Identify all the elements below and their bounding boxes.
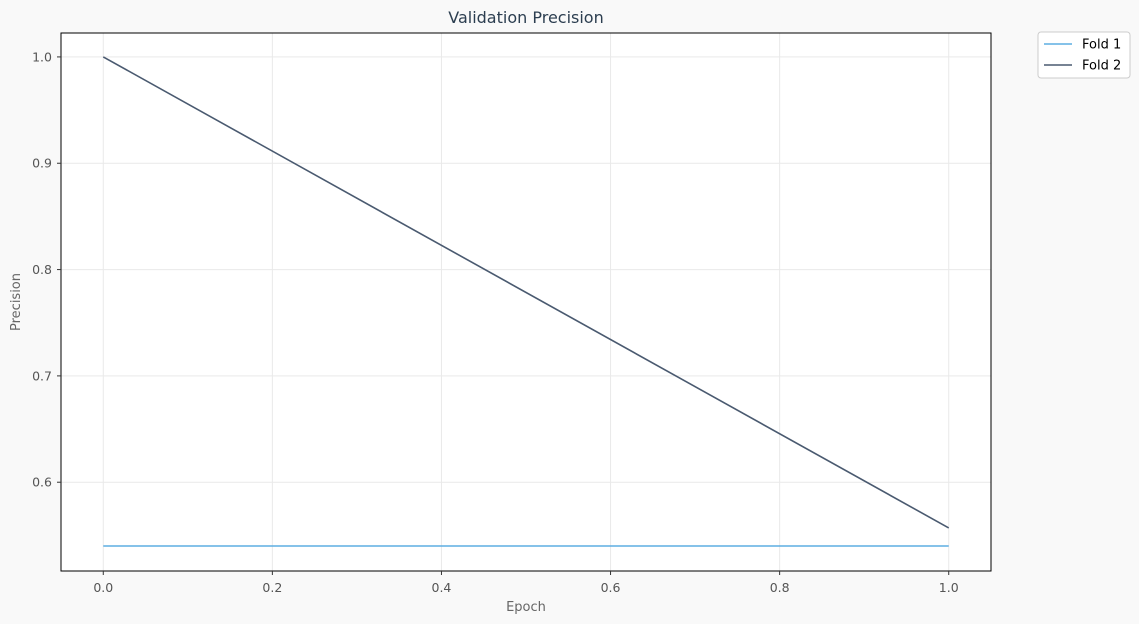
x-tick-label: 0.2 xyxy=(262,580,282,595)
x-tick-label: 1.0 xyxy=(939,580,959,595)
y-tick-label: 0.9 xyxy=(32,156,52,171)
series-line-fold-2 xyxy=(102,56,950,529)
x-tick-label: 0.6 xyxy=(601,580,621,595)
y-tick-label: 1.0 xyxy=(32,49,52,64)
series-lines xyxy=(102,56,950,547)
y-axis-label: Precision xyxy=(9,273,24,331)
grid-lines xyxy=(61,33,991,571)
plot-area xyxy=(61,33,991,571)
legend: Fold 1 Fold 2 xyxy=(1037,31,1131,79)
legend-label: Fold 2 xyxy=(1082,59,1121,74)
plot-frame xyxy=(60,32,992,572)
x-tick-label: 0.0 xyxy=(93,580,113,595)
legend-label: Fold 1 xyxy=(1082,38,1121,53)
chart-title: Validation Precision xyxy=(448,8,603,27)
x-axis-label: Epoch xyxy=(506,600,546,615)
y-tick-label: 0.7 xyxy=(32,368,52,383)
y-axis-ticks: 0.6 0.7 0.8 0.9 1.0 xyxy=(32,49,61,490)
x-tick-label: 0.8 xyxy=(770,580,790,595)
x-tick-label: 0.4 xyxy=(432,580,452,595)
y-tick-label: 0.8 xyxy=(32,262,52,277)
y-tick-label: 0.6 xyxy=(32,475,52,490)
x-axis-ticks: 0.0 0.2 0.4 0.6 0.8 1.0 xyxy=(93,571,959,595)
